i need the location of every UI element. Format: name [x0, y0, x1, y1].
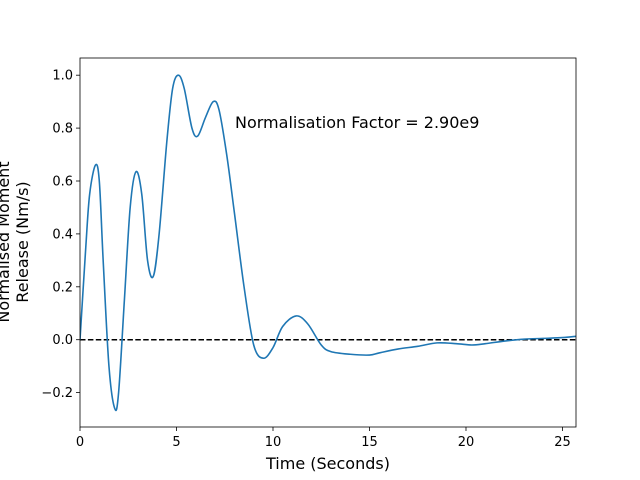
y-axis-label-line: Release (Nm/s): [13, 181, 32, 302]
y-tick-label: 0.4: [52, 227, 73, 242]
y-tick-label: 0.8: [52, 122, 73, 137]
annotation: Normalisation Factor = 2.90e9: [235, 113, 479, 132]
y-tick-label: 0.2: [52, 280, 73, 295]
y-tick-label: 0.6: [52, 175, 73, 190]
y-tick-label: 1.0: [52, 69, 73, 84]
x-tick-label: 0: [76, 435, 84, 450]
y-tick-label: −0.2: [41, 386, 73, 401]
y-axis-label-line: Normalised Moment: [0, 161, 13, 322]
x-tick-label: 10: [265, 435, 282, 450]
axes-frame: [79, 57, 577, 428]
x-tick-label: 25: [554, 435, 571, 450]
x-tick-label: 15: [361, 435, 378, 450]
y-tick-label: 0.0: [52, 333, 73, 348]
x-axis-label: Time (Seconds): [265, 454, 390, 473]
y-axis-label: Normalised Moment Release (Nm/s): [0, 161, 32, 322]
x-tick-label: 5: [172, 435, 180, 450]
series-line: [80, 74, 576, 412]
x-tick-label: 20: [458, 435, 475, 450]
